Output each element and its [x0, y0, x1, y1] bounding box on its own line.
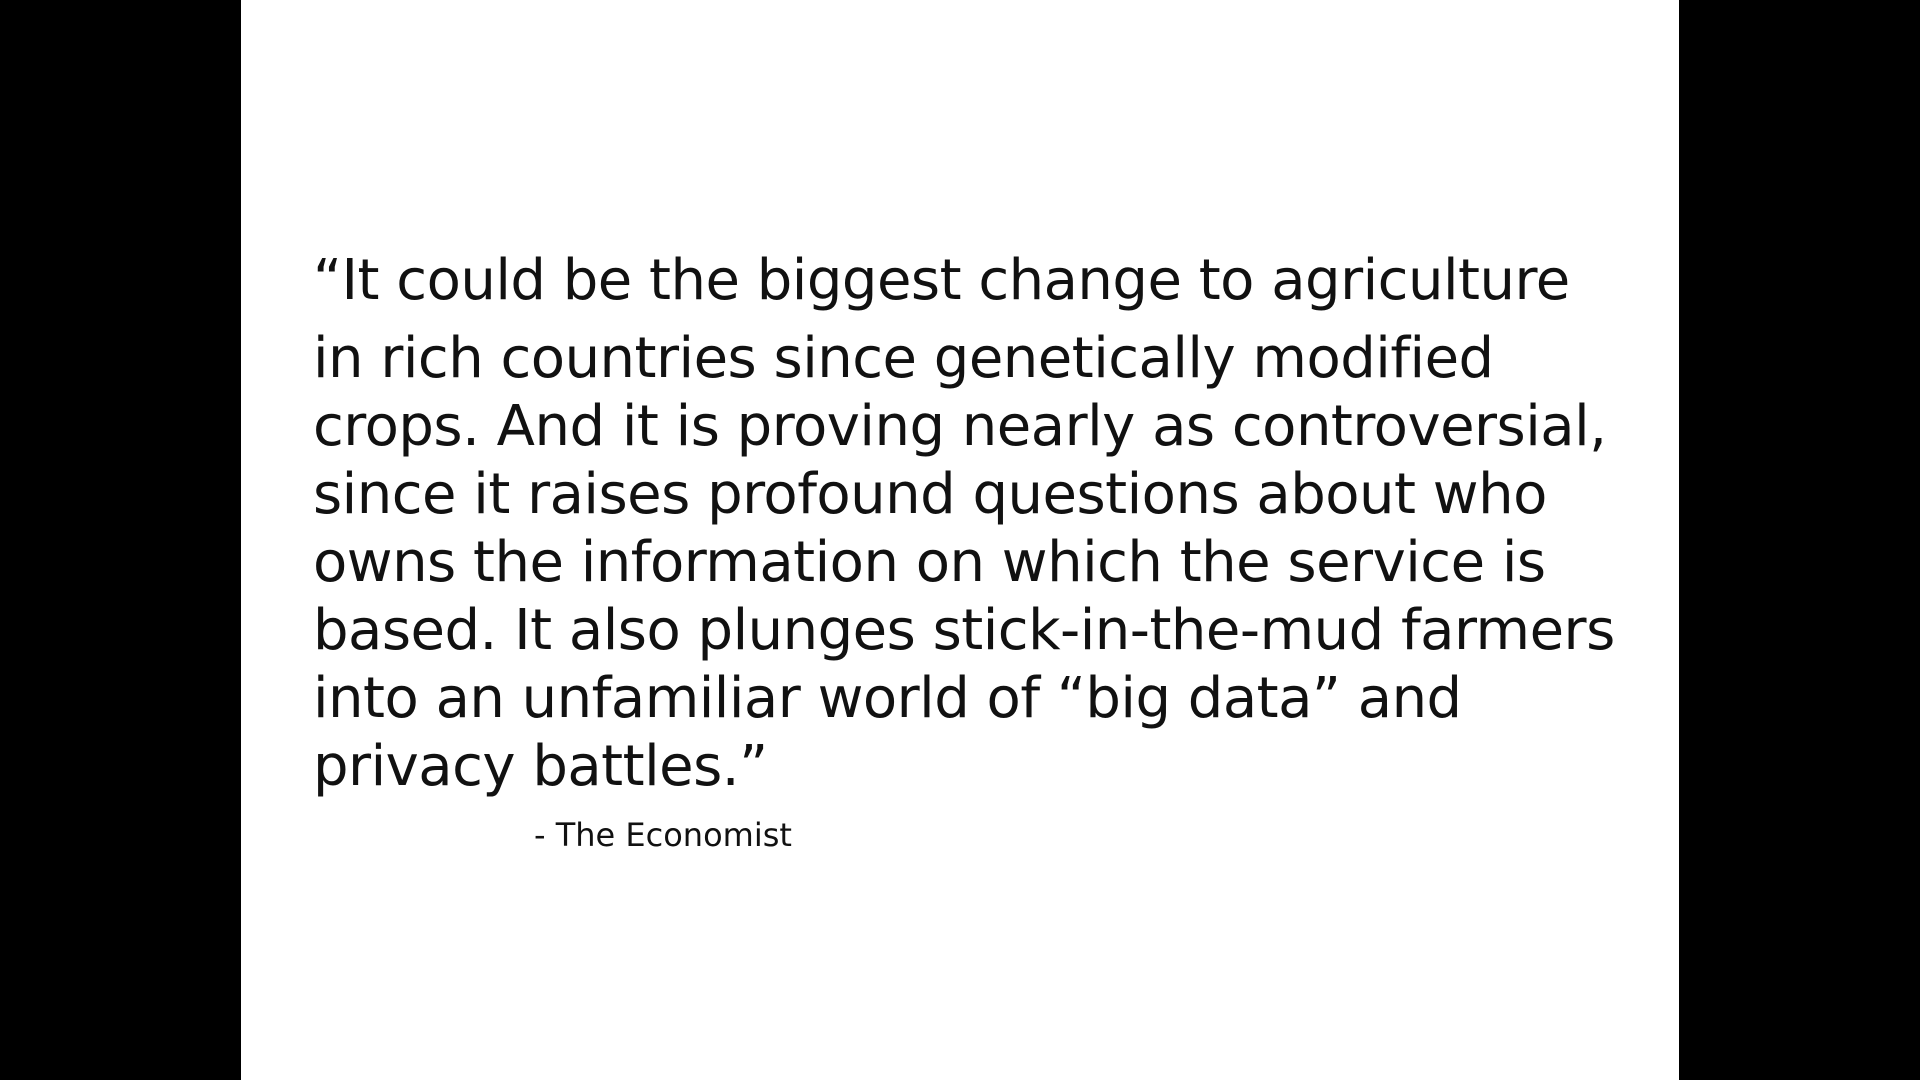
slide: “It could be the biggest change to agric…	[241, 0, 1679, 1080]
quote-line: “It could be the biggest change to agric…	[313, 248, 1570, 313]
quote-line: since it raises profound questions about…	[313, 462, 1547, 527]
quote-line: owns the information on which the servic…	[313, 530, 1546, 595]
quote-attribution: - The Economist	[534, 816, 792, 854]
quote-text: “It could be the biggest change to agric…	[313, 247, 1615, 801]
quote-line: into an unfamiliar world of “big data” a…	[313, 666, 1462, 731]
quote-line: crops. And it is proving nearly as contr…	[313, 394, 1607, 459]
quote-line: in rich countries since genetically modi…	[313, 326, 1494, 391]
quote-line: privacy battles.”	[313, 734, 768, 799]
quote-line: based. It also plunges stick-in-the-mud …	[313, 598, 1615, 663]
